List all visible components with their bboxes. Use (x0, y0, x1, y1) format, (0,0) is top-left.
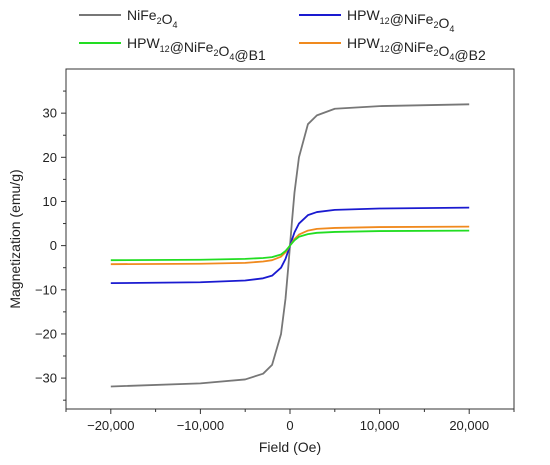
legend-label: NiFe2O4 (127, 7, 177, 30)
y-axis: −30 −20 −10 0 10 20 30 (35, 90, 66, 401)
y-tick-label: 10 (43, 194, 57, 209)
y-tick-label: −30 (35, 371, 57, 386)
series-line-2 (110, 229, 470, 262)
x-tick-label: 20,000 (449, 418, 489, 433)
x-axis: −20,000 −10,000 0 10,000 20,000 (65, 409, 515, 433)
y-tick-label: 30 (43, 106, 57, 121)
legend-label: HPW12@NiFe2O4 (347, 7, 454, 34)
x-tick-label: 10,000 (360, 418, 400, 433)
x-axis-label: Field (Oe) (259, 439, 321, 455)
series-layer (110, 103, 470, 388)
x-tick-label: −10,000 (177, 418, 224, 433)
y-axis-label: Magnetization (emu/g) (7, 169, 23, 308)
legend-label: HPW12@NiFe2O4@B1 (127, 35, 266, 63)
x-tick-label: −20,000 (87, 418, 134, 433)
y-tick-label: −20 (35, 326, 57, 341)
legend: NiFe2O4 HPW12@NiFe2O4 HPW12@NiFe2O4@B1 HPW1… (79, 7, 486, 63)
y-tick-label: 0 (50, 238, 57, 253)
legend-label: HPW12@NiFe2O4@B2 (347, 35, 486, 63)
y-tick-label: 20 (43, 150, 57, 165)
y-tick-label: −10 (35, 282, 57, 297)
x-tick-label: 0 (286, 418, 293, 433)
